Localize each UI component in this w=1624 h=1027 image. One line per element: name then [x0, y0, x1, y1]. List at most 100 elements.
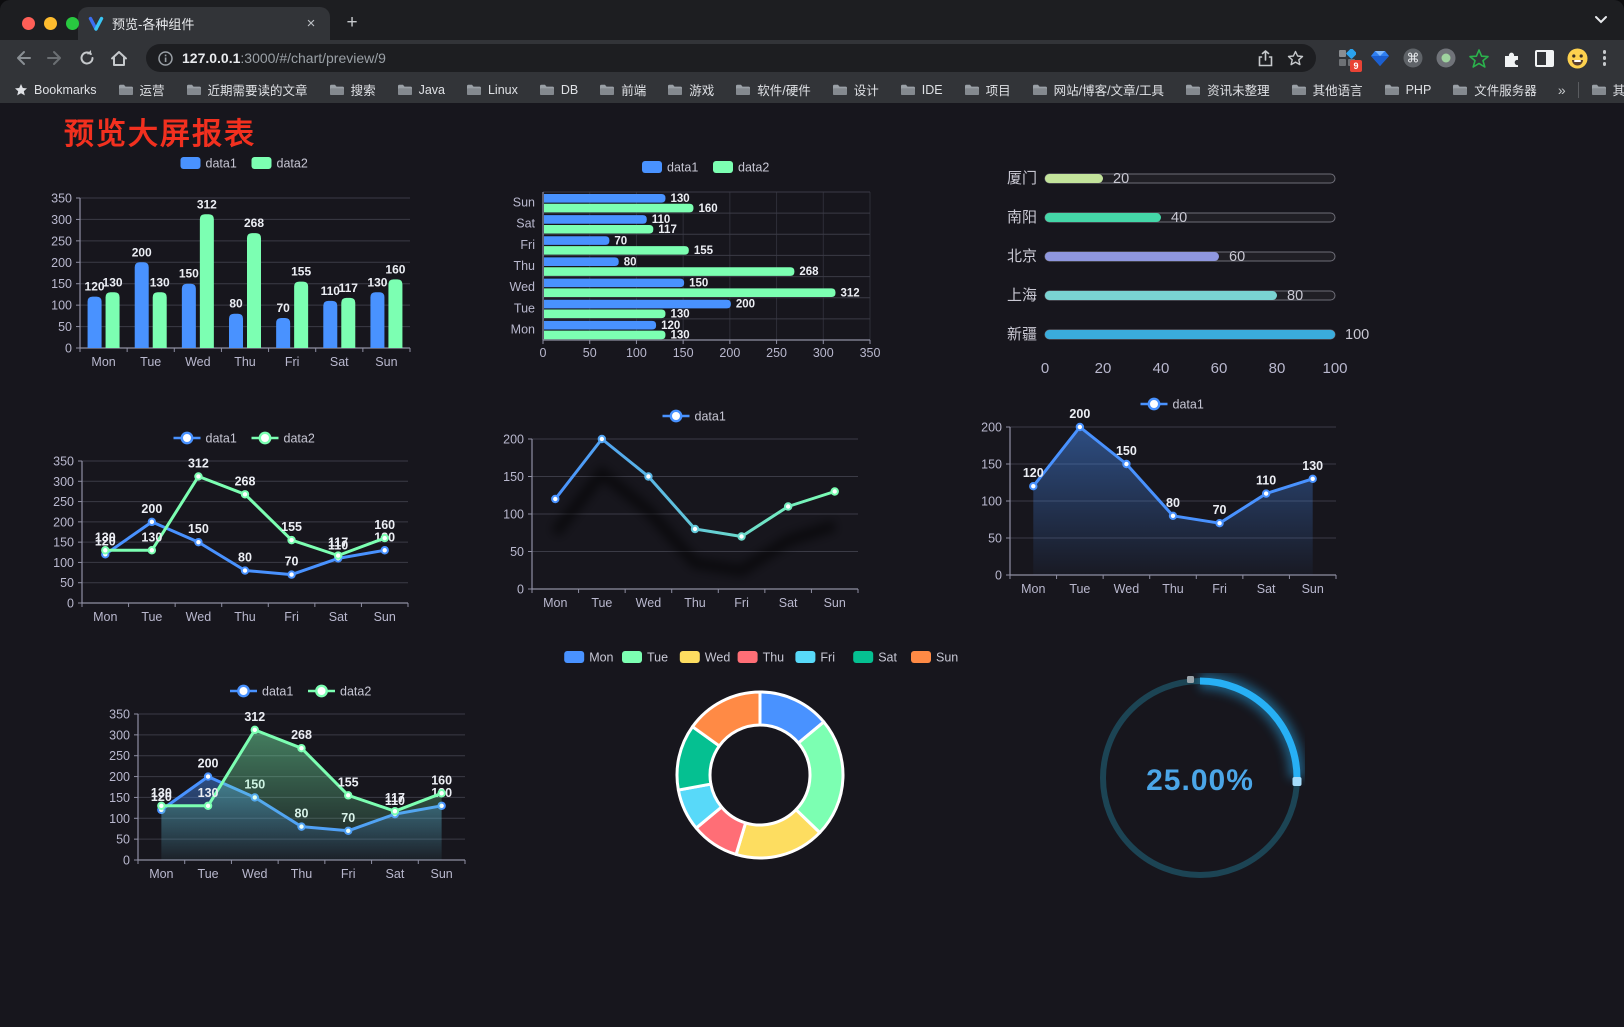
- svg-text:Wed: Wed: [185, 355, 211, 369]
- svg-text:上海: 上海: [1007, 287, 1037, 304]
- svg-text:130: 130: [1302, 459, 1323, 473]
- svg-text:Sun: Sun: [431, 867, 453, 881]
- bookmark-folder[interactable]: Linux: [466, 83, 518, 97]
- area-chart-two-series: data1 data2 0 50 100 150 200 250 300 350 Mon Tue Wed…: [95, 678, 480, 908]
- bookmark-folder-label: 设计: [853, 84, 879, 98]
- svg-text:data1: data1: [667, 161, 698, 175]
- url-text[interactable]: 127.0.0.1:3000/#/chart/preview/9: [182, 50, 386, 66]
- bookmark-folder[interactable]: 项目: [964, 80, 1011, 99]
- svg-text:268: 268: [235, 474, 256, 488]
- svg-text:250: 250: [766, 346, 787, 360]
- gem-extension-icon[interactable]: [1369, 47, 1391, 69]
- svg-text:data2: data2: [738, 161, 769, 175]
- bookmark-folder[interactable]: 游戏: [667, 80, 714, 99]
- svg-text:268: 268: [799, 266, 819, 278]
- svg-text:155: 155: [694, 245, 714, 257]
- svg-text:160: 160: [374, 518, 395, 532]
- reload-button[interactable]: [72, 43, 102, 73]
- page-title: 预览大屏报表: [64, 118, 256, 151]
- bookmark-folder[interactable]: 运营: [118, 80, 165, 99]
- chart-legend: data1 data2: [642, 161, 769, 175]
- home-button[interactable]: [104, 43, 134, 73]
- chart-legend: data1: [662, 410, 726, 424]
- folder-icon: [466, 84, 481, 95]
- bookmarks-root[interactable]: Bookmarks: [14, 83, 97, 97]
- svg-text:200: 200: [198, 757, 219, 771]
- svg-text:Sat: Sat: [1257, 582, 1276, 596]
- svg-text:155: 155: [291, 265, 311, 279]
- svg-text:data1: data1: [206, 157, 237, 171]
- svg-text:100: 100: [1322, 360, 1347, 377]
- emoji-extension-icon[interactable]: [1567, 47, 1589, 69]
- bookmark-folder[interactable]: Java: [397, 83, 445, 97]
- other-bookmarks-folder[interactable]: 其他书签: [1591, 80, 1624, 99]
- svg-text:200: 200: [132, 245, 152, 259]
- sidebar-toggle-icon[interactable]: [1534, 47, 1556, 69]
- extensions-puzzle-icon[interactable]: [1501, 47, 1523, 69]
- svg-text:Thu: Thu: [684, 596, 706, 610]
- gauge-value: 25.00%: [1146, 763, 1254, 797]
- svg-text:250: 250: [109, 749, 130, 763]
- address-bar[interactable]: 127.0.0.1:3000/#/chart/preview/9: [146, 44, 1316, 72]
- bookmark-folder-label: 游戏: [689, 84, 715, 98]
- bookmark-folder[interactable]: 其他语言: [1291, 80, 1363, 99]
- bookmarks-label: Bookmarks: [34, 82, 97, 97]
- svg-text:300: 300: [51, 213, 72, 227]
- close-window-button[interactable]: [22, 17, 35, 30]
- star-extension-icon[interactable]: [1468, 47, 1490, 69]
- bookmark-folder[interactable]: 设计: [832, 80, 879, 99]
- folder-icon: [1384, 84, 1399, 95]
- line-chart-two-series: data1 data2 0 50 100 150 200 250 300 350 Mon Tue Wed…: [35, 425, 420, 650]
- bookmark-folder[interactable]: 搜索: [329, 80, 376, 99]
- svg-text:Mon: Mon: [511, 322, 535, 336]
- svg-text:155: 155: [338, 775, 359, 789]
- folder-icon: [668, 84, 683, 95]
- bookmark-star-icon[interactable]: [1287, 50, 1304, 66]
- svg-text:200: 200: [981, 421, 1002, 435]
- bookmark-folder[interactable]: 文件服务器: [1452, 80, 1537, 99]
- svg-text:300: 300: [109, 728, 130, 742]
- svg-text:Mon: Mon: [93, 610, 117, 624]
- bookmark-folder[interactable]: 资讯未整理: [1185, 80, 1270, 99]
- svg-text:250: 250: [53, 495, 74, 509]
- bookmark-folder[interactable]: PHP: [1384, 83, 1431, 97]
- svg-text:Thu: Thu: [291, 867, 313, 881]
- browser-tab[interactable]: 预览-各种组件 ×: [78, 7, 330, 40]
- svg-text:200: 200: [736, 299, 755, 311]
- svg-text:150: 150: [689, 278, 708, 290]
- bookmark-folder[interactable]: 网站/博客/文章/工具: [1032, 80, 1164, 99]
- svg-text:北京: 北京: [1007, 248, 1037, 265]
- area-two-series-svg: data1 data2 0 50 100 150 200 250 300 350 Mon Tue Wed…: [109, 685, 466, 881]
- svg-text:117: 117: [658, 224, 677, 236]
- command-extension-icon[interactable]: ⌘: [1402, 47, 1424, 69]
- bookmarks-overflow-chevron[interactable]: »: [1557, 81, 1566, 98]
- bookmark-folder[interactable]: IDE: [900, 83, 943, 97]
- tab-search-chevron-icon[interactable]: [1594, 12, 1608, 31]
- svg-text:120: 120: [1023, 466, 1044, 480]
- minimize-window-button[interactable]: [44, 17, 57, 30]
- svg-text:0: 0: [67, 597, 74, 611]
- tab-strip: 预览-各种组件 × +: [0, 0, 1624, 40]
- back-button[interactable]: [8, 43, 38, 73]
- site-info-icon[interactable]: [158, 50, 173, 66]
- menu-kebab-icon[interactable]: [1599, 50, 1617, 66]
- svg-text:100: 100: [981, 495, 1002, 509]
- bookmark-folder[interactable]: 软件/硬件: [735, 80, 811, 99]
- new-tab-button[interactable]: +: [346, 12, 358, 33]
- folder-icon: [397, 84, 412, 95]
- bookmark-folder[interactable]: 前端: [599, 80, 646, 99]
- bookmark-folder[interactable]: 近期需要读的文章: [186, 80, 308, 99]
- tab-close-icon[interactable]: ×: [306, 14, 316, 32]
- zoom-window-button[interactable]: [66, 17, 79, 30]
- tampermonkey-extension-icon[interactable]: 9: [1336, 47, 1362, 72]
- svg-text:200: 200: [141, 502, 162, 516]
- share-icon[interactable]: [1258, 49, 1273, 67]
- svg-text:130: 130: [150, 275, 170, 289]
- toolbar: 127.0.0.1:3000/#/chart/preview/9: [0, 40, 1624, 76]
- svg-text:350: 350: [109, 708, 130, 722]
- bookmark-folder[interactable]: DB: [539, 83, 578, 97]
- svg-text:Mon: Mon: [91, 355, 115, 369]
- forward-button[interactable]: [40, 43, 70, 73]
- recorder-extension-icon[interactable]: [1435, 47, 1457, 69]
- svg-text:Tue: Tue: [647, 651, 668, 665]
